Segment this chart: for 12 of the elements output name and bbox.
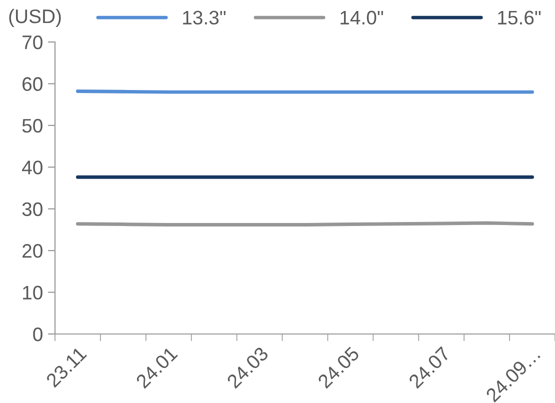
y-tick-label: 40	[22, 160, 42, 174]
y-tick-label: 20	[22, 244, 42, 258]
y-tick-label: 30	[22, 202, 42, 216]
legend-label: 13.3"	[183, 10, 226, 25]
y-tick-label: 70	[22, 35, 42, 50]
legend-label: 15.6"	[498, 10, 541, 25]
y-tick-label: 10	[23, 286, 42, 300]
y-axis-title: (USD)	[9, 8, 61, 28]
legend-label: 14.0"	[340, 10, 384, 25]
y-tick-label: 0	[33, 327, 42, 342]
y-tick-label: 60	[22, 77, 42, 91]
y-tick-label: 50	[22, 118, 42, 133]
